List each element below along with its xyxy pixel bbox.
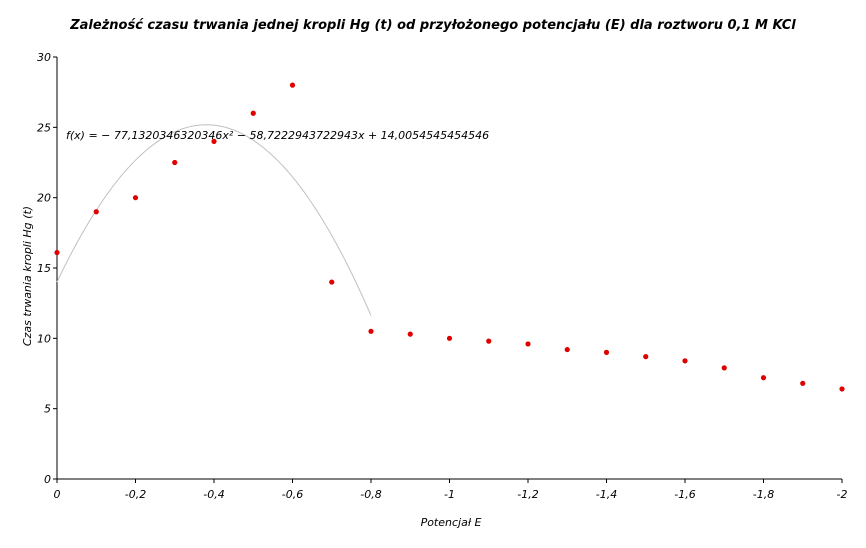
- trendline-equation: f(x) = − 77,1320346320346x² − 58,7222943…: [66, 129, 489, 142]
- data-point: [564, 346, 570, 353]
- x-tick-label: -1,8: [753, 488, 774, 501]
- data-point: [250, 110, 256, 116]
- data-points: [54, 82, 845, 392]
- x-tick-label: -1,4: [596, 488, 617, 501]
- data-point: [407, 331, 413, 337]
- y-tick-label: 10: [37, 332, 51, 345]
- y-tick-label: 15: [37, 262, 51, 275]
- x-tick-label: -1,6: [674, 488, 695, 501]
- x-tick-label: -2: [837, 488, 848, 501]
- x-tick-label: -1,2: [517, 488, 538, 501]
- data-point: [682, 358, 688, 364]
- data-point: [525, 341, 531, 347]
- y-tick-label: 30: [37, 51, 51, 64]
- data-point: [329, 279, 335, 285]
- data-point: [486, 338, 492, 344]
- data-point: [643, 354, 649, 360]
- data-point: [211, 138, 217, 144]
- data-point: [54, 249, 60, 256]
- y-tick-label: 5: [44, 403, 51, 416]
- trendline-group: [56, 124, 372, 316]
- x-axis-title: Potencjał E: [421, 516, 482, 529]
- x-tick-label: -1: [444, 488, 455, 501]
- data-point: [172, 159, 178, 166]
- data-point: [289, 82, 296, 88]
- y-axis-title: Czas trwania kropli Hg (t): [21, 206, 34, 346]
- data-point: [800, 380, 806, 386]
- data-point: [603, 349, 610, 355]
- trendline: [56, 124, 372, 316]
- y-tick-label: 20: [37, 192, 51, 205]
- x-tick-label: -0,6: [282, 488, 303, 501]
- data-point: [446, 335, 453, 341]
- data-point: [132, 195, 139, 201]
- axes: 0 5 10 15 20 25 30 0 -0,2 -0,4 -0,6 -0,8 -1 -1,2 -1,4 -…: [37, 51, 847, 501]
- data-point: [721, 365, 727, 371]
- data-point: [93, 209, 99, 215]
- y-tick-label: 0: [44, 473, 51, 486]
- x-tick-label: -0,4: [203, 488, 224, 501]
- data-point: [839, 386, 845, 392]
- chart-title: Zależność czasu trwania jednej kropli Hg…: [70, 18, 796, 33]
- x-tick-label: -0,8: [360, 488, 381, 501]
- x-tick-label: 0: [54, 488, 61, 501]
- data-point: [760, 375, 767, 381]
- x-tick-label: -0,2: [125, 488, 146, 501]
- data-point: [368, 328, 374, 334]
- y-tick-label: 25: [37, 121, 51, 134]
